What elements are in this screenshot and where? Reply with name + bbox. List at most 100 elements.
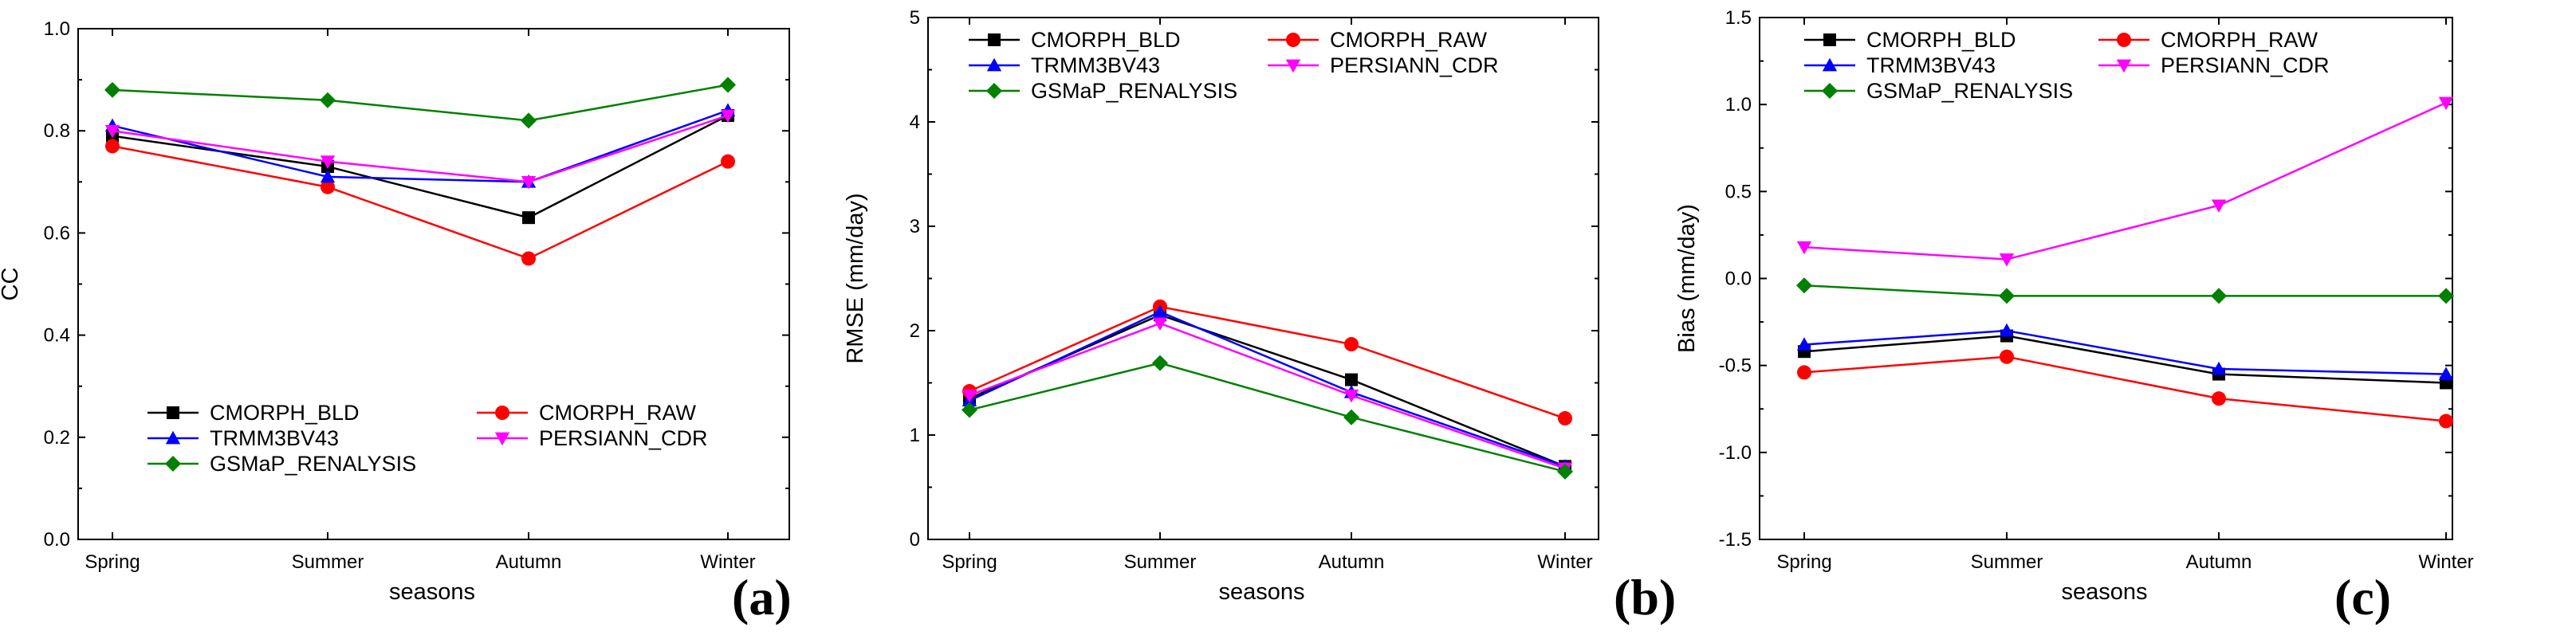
- legend: CMORPH_BLD CMORPH_RAW TRMM3BV43 PERSIANN_CD…: [969, 28, 1499, 103]
- legend-item: GSMaP_RENALYSIS: [1804, 79, 2073, 103]
- y-tick-label: -1.0: [1719, 442, 1752, 464]
- legend-item: PERSIANN_CDR: [477, 426, 708, 450]
- legend-marker: [167, 406, 179, 419]
- y-tick-label: 1.5: [1725, 7, 1752, 29]
- data-point: [1797, 365, 1811, 380]
- y-axis-label: Bias (mm/day): [1674, 204, 1700, 353]
- y-tick-label: 0.2: [44, 427, 70, 449]
- series-line: [112, 84, 729, 122]
- x-tick-label-autumn: Autumn: [2186, 551, 2252, 573]
- legend-item: TRMM3BV43: [1804, 53, 1996, 77]
- series-gsmap_renalysis: [962, 355, 1573, 480]
- data-point: [2212, 391, 2226, 406]
- legend-item: CMORPH_RAW: [1268, 28, 1488, 52]
- legend-item: GSMaP_RENALYSIS: [969, 79, 1237, 103]
- y-tick-label: 0.6: [44, 222, 70, 244]
- legend-item: PERSIANN_CDR: [2098, 53, 2330, 77]
- x-tick-label-winter: Winter: [2418, 551, 2473, 573]
- data-point: [320, 92, 336, 108]
- series-persiann_cdr: [962, 317, 1573, 476]
- x-tick-label-summer: Summer: [292, 551, 364, 573]
- y-tick-label: -1.5: [1719, 529, 1752, 551]
- data-point: [1999, 323, 2015, 337]
- series-line: [112, 145, 729, 260]
- x-tick-label-winter: Winter: [1537, 551, 1592, 573]
- y-tick-label: 1.0: [44, 18, 70, 40]
- legend-label: PERSIANN_CDR: [1330, 53, 1499, 77]
- series-cmorph_raw: [105, 139, 735, 266]
- data-point: [962, 389, 977, 403]
- series-line: [1803, 335, 2447, 384]
- data-point: [1344, 337, 1359, 352]
- legend-label: CMORPH_RAW: [539, 401, 697, 425]
- y-tick-label: 0: [910, 529, 920, 551]
- panel-label: (a): [732, 569, 792, 625]
- data-point: [104, 124, 120, 139]
- series-cmorph_bld: [963, 308, 1571, 473]
- series-line: [1803, 101, 2447, 261]
- y-tick-label: 0.4: [44, 325, 70, 347]
- series-line: [112, 114, 729, 183]
- x-axis-label: seasons: [389, 579, 475, 605]
- legend-marker: [986, 83, 1002, 99]
- chart-panel-2: -1.5 -1.0 -0.5 0.0 0.5 1.0 1.5 Spring Summer Autu…: [1674, 7, 2474, 625]
- legend-label: CMORPH_RAW: [1330, 28, 1488, 52]
- x-tick-label-spring: Spring: [942, 551, 997, 573]
- data-point: [2438, 96, 2454, 111]
- data-point: [1999, 253, 2015, 267]
- y-tick-label: 2: [910, 320, 920, 342]
- series-cmorph_bld: [106, 108, 734, 225]
- legend: CMORPH_BLD CMORPH_RAW TRMM3BV43 PERSIANN_CD…: [1804, 28, 2330, 103]
- x-tick-label-summer: Summer: [1971, 551, 2043, 573]
- data-point: [1796, 277, 1812, 294]
- data-point: [522, 211, 535, 225]
- data-point: [105, 139, 120, 154]
- data-point: [2439, 414, 2453, 429]
- x-tick-label-winter: Winter: [700, 551, 755, 573]
- legend-marker: [494, 432, 510, 446]
- legend-marker: [1823, 33, 1836, 46]
- legend-item: TRMM3BV43: [147, 426, 339, 450]
- legend-label: PERSIANN_CDR: [539, 426, 708, 450]
- series-line: [969, 305, 1566, 420]
- data-point: [320, 155, 336, 169]
- legend-label: CMORPH_RAW: [2161, 28, 2318, 52]
- y-tick-label: 0.5: [1725, 181, 1752, 202]
- x-axis-label: seasons: [2061, 579, 2147, 605]
- legend-marker: [1286, 33, 1300, 47]
- legend-marker: [165, 456, 181, 472]
- legend: CMORPH_BLD CMORPH_RAW TRMM3BV43 PERSIANN_CD…: [147, 401, 708, 476]
- x-tick-label-spring: Spring: [85, 551, 140, 573]
- legend-item: CMORPH_BLD: [969, 28, 1181, 52]
- legend-item: CMORPH_BLD: [1804, 28, 2016, 52]
- plot-frame: [1759, 17, 2453, 540]
- y-axis-label: CC: [0, 268, 23, 301]
- legend-label: GSMaP_RENALYSIS: [210, 452, 416, 476]
- legend-label: GSMaP_RENALYSIS: [1866, 79, 2073, 103]
- data-point: [521, 112, 537, 129]
- data-point: [1999, 288, 2015, 304]
- series-line: [1803, 284, 2446, 297]
- series-line: [969, 311, 1566, 468]
- y-tick-label: 0.8: [44, 120, 70, 142]
- series-line: [1803, 355, 2447, 422]
- plot-frame: [927, 17, 1599, 540]
- legend-label: CMORPH_BLD: [1866, 28, 2016, 52]
- legend-label: CMORPH_BLD: [210, 401, 360, 425]
- data-point: [2211, 288, 2227, 304]
- x-tick-label-summer: Summer: [1124, 551, 1197, 573]
- legend-item: CMORPH_RAW: [2098, 28, 2318, 52]
- legend-item: TRMM3BV43: [969, 53, 1160, 77]
- series-line: [969, 322, 1566, 470]
- legend-marker: [165, 430, 181, 445]
- series-line: [969, 314, 1566, 468]
- legend-item: GSMaP_RENALYSIS: [147, 452, 416, 476]
- legend-marker: [1822, 83, 1838, 99]
- y-tick-label: 3: [910, 216, 920, 237]
- data-point: [2000, 349, 2014, 364]
- series-line: [1803, 329, 2447, 375]
- series-persiann_cdr: [1796, 96, 2454, 267]
- data-point: [1345, 373, 1358, 386]
- data-point: [962, 402, 977, 418]
- panel-label: (b): [1614, 569, 1676, 625]
